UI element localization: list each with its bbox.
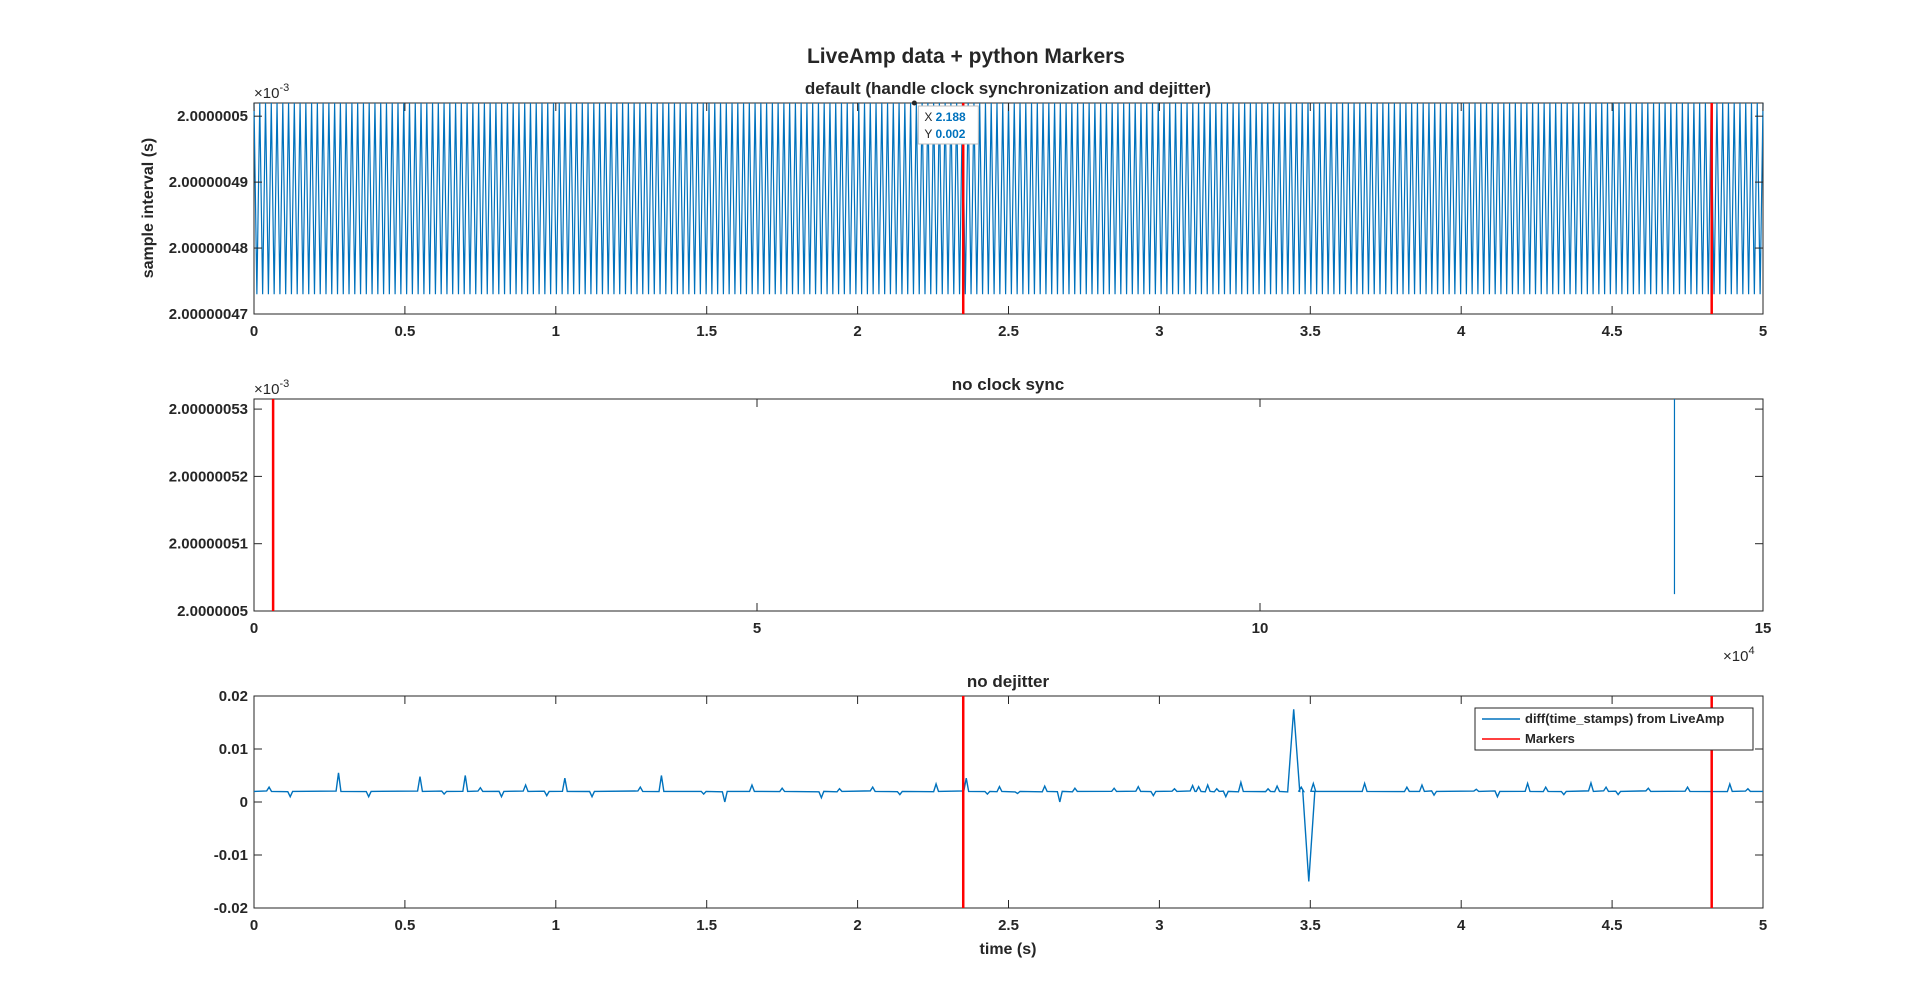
x-tick-label: 3.5 (1300, 323, 1321, 340)
x-tick-label: 1 (552, 917, 560, 934)
x-tick-label: 0.5 (394, 323, 415, 340)
y-tick-label: 2.00000052 (169, 468, 248, 485)
y-axis-label: sample interval (s) (140, 138, 157, 279)
y-tick-label: 2.00000051 (169, 536, 248, 553)
x-tick-label: 15 (1755, 620, 1772, 637)
datatip-point[interactable] (912, 101, 917, 106)
x-exponent-base: ×10 (1723, 648, 1748, 665)
y-tick-label: 2.0000005 (177, 108, 248, 125)
datatip-x-label: X (924, 110, 935, 124)
x-tick-label: 3.5 (1300, 917, 1321, 934)
y-tick-label: 0.02 (219, 688, 248, 705)
y-tick-label: -0.01 (214, 847, 248, 864)
x-tick-label: 2 (853, 917, 861, 934)
x-tick-label: 10 (1252, 620, 1269, 637)
x-tick-label: 2.5 (998, 323, 1019, 340)
axes-no-clock-sync[interactable]: no clock sync ×10-3 ×104 0 5 10 152.0000005… (169, 375, 1772, 665)
y-tick-label: 2.00000047 (169, 306, 248, 323)
x-tick-label: 4 (1457, 323, 1466, 340)
x-axis-label: time (s) (980, 941, 1037, 958)
datatip-y-value: 0.002 (935, 127, 965, 141)
x-tick-label: 2 (853, 323, 861, 340)
x-tick-label: 4 (1457, 917, 1466, 934)
y-exponent-base: ×10 (254, 85, 279, 102)
legend[interactable]: diff(time_stamps) from LiveAmp Markers (1475, 708, 1753, 750)
x-tick-label: 1.5 (696, 917, 717, 934)
datatip-y-label: Y (924, 127, 935, 141)
x-tick-label: 4.5 (1602, 917, 1623, 934)
y-exponent-power: -3 (279, 378, 289, 390)
y-tick-label: 0 (240, 794, 248, 811)
y-tick-label: 2.0000005 (177, 603, 248, 620)
y-exponent: ×10-3 (254, 378, 289, 398)
x-tick-label: 3 (1155, 917, 1163, 934)
y-tick-label: 2.00000053 (169, 401, 248, 418)
datatip-x-value: 2.188 (936, 110, 966, 124)
plot-area (254, 399, 1763, 611)
x-exponent: ×104 (1723, 645, 1755, 665)
x-tick-label: 3 (1155, 323, 1163, 340)
x-exponent-power: 4 (1748, 645, 1754, 657)
x-tick-label: 0 (250, 917, 258, 934)
y-exponent-base: ×10 (254, 381, 279, 398)
axes-no-dejitter[interactable]: no dejitter time (s) 0 0.5 1 1.5 2 2.5 3 3.5 4 4.… (214, 672, 1767, 958)
axes-title: no clock sync (952, 375, 1064, 394)
y-exponent-power: -3 (279, 82, 289, 94)
y-exponent: ×10-3 (254, 82, 289, 102)
y-tick-label: 2.00000049 (169, 174, 248, 191)
x-tick-label: 0 (250, 323, 258, 340)
x-tick-label: 0 (250, 620, 258, 637)
figure-title: LiveAmp data + python Markers (807, 45, 1125, 68)
x-tick-label: 4.5 (1602, 323, 1623, 340)
x-tick-label: 5 (753, 620, 761, 637)
x-tick-label: 0.5 (394, 917, 415, 934)
y-tick-label: 2.00000048 (169, 240, 248, 257)
axes-default[interactable]: default (handle clock synchronization an… (140, 79, 1767, 340)
axes-title: no dejitter (967, 672, 1050, 691)
datatip-x-row: X 2.188 (924, 110, 966, 124)
datatip-y-row: Y 0.002 (924, 127, 965, 141)
axes-title: default (handle clock synchronization an… (805, 79, 1211, 98)
x-tick-label: 1 (552, 323, 560, 340)
x-tick-label: 5 (1759, 323, 1767, 340)
legend-label-markers: Markers (1525, 731, 1575, 746)
y-tick-label: -0.02 (214, 900, 248, 917)
datatip-layer[interactable]: X 2.188Y 0.002 (912, 101, 979, 145)
y-tick-label: 0.01 (219, 741, 248, 758)
x-tick-label: 1.5 (696, 323, 717, 340)
x-tick-label: 5 (1759, 917, 1767, 934)
x-tick-label: 2.5 (998, 917, 1019, 934)
legend-label-series: diff(time_stamps) from LiveAmp (1525, 711, 1724, 726)
